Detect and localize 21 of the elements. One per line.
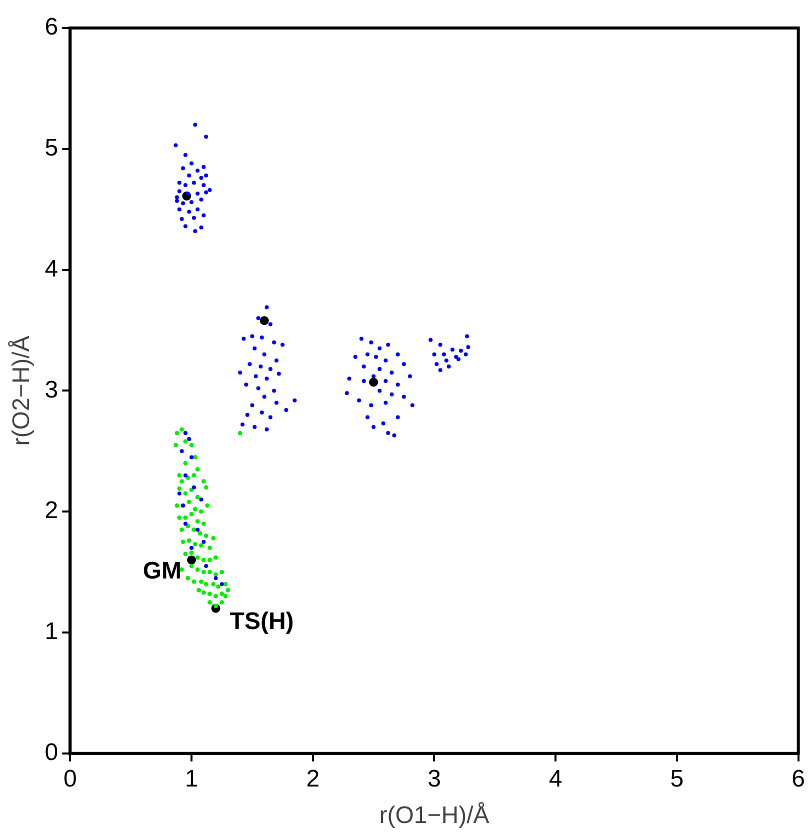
y-tick-label: 2 [44,497,58,524]
point [260,316,269,326]
x-tick-label: 1 [184,765,198,792]
x-axis-title: r(O1−H)/Å [379,802,490,830]
x-tick-label: 5 [670,765,684,792]
x-tick-label: 0 [63,765,77,792]
y-axis-title: r(O2−H)/Å [8,336,36,446]
point [369,378,378,387]
y-tick-label: 6 [44,14,58,41]
y-tick-label: 4 [44,255,58,282]
y-tick-label: 5 [44,134,58,162]
x-tick-label: 4 [548,765,562,792]
annotation: TS(H) [230,608,294,635]
x-tick-label: 2 [306,765,320,792]
y-tick-label: 1 [44,618,58,646]
point [187,555,196,564]
y-tick-label: 0 [44,739,58,766]
x-tick-label: 3 [428,765,441,792]
annotation: GM [142,558,182,585]
y-tick-label: 3 [44,376,58,404]
x-tick-label: 6 [792,765,806,792]
